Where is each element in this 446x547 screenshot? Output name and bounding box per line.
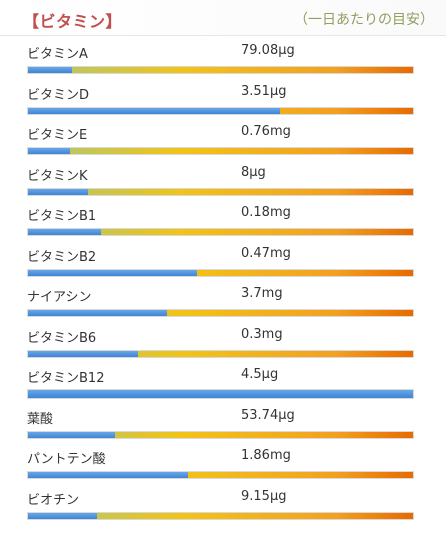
vitamin-row-k: ビタミンK 8μg [0, 160, 446, 201]
vitamin-amount: 8μg [241, 164, 266, 180]
vitamin-amount: 1.86mg [241, 448, 291, 463]
vitamin-amount: 0.3mg [241, 326, 283, 342]
intake-bar [27, 309, 414, 317]
vitamin-name: ビオチン [27, 492, 80, 508]
vitamin-name: ナイアシン [27, 290, 92, 305]
vitamin-amount: 4.5μg [241, 367, 279, 382]
intake-bar-fill [28, 350, 138, 357]
intake-bar-fill [28, 229, 102, 235]
vitamin-amount: 0.18mg [241, 205, 291, 220]
vitamin-amount: 9.15μg [241, 488, 287, 504]
vitamin-name: ビタミンA [27, 47, 88, 62]
intake-bar-fill [28, 310, 167, 316]
vitamin-row-b12: ビタミンB12 4.5μg [0, 362, 446, 403]
intake-bar [27, 430, 414, 439]
vitamin-row-folate: 葉酸 53.74μg [0, 403, 446, 444]
vitamin-name: ビタミンE [27, 128, 88, 143]
intake-bar-fill [28, 512, 98, 519]
intake-bar-fill [28, 107, 281, 114]
vitamin-row-a: ビタミンA 79.08μg [0, 38, 446, 79]
panel-header: 【ビタミン】 （一日あたりの目安） [0, 0, 446, 36]
vitamin-name: ビタミンB6 [27, 330, 97, 346]
intake-bar [27, 389, 414, 399]
vitamin-name: ビタミンB1 [27, 209, 97, 224]
intake-bar [27, 106, 414, 115]
intake-bar-fill [28, 148, 71, 154]
vitamin-amount: 0.76mg [241, 124, 291, 139]
intake-bar [27, 268, 414, 277]
vitamin-row-pantothenic: パントテン酸 1.86mg [0, 443, 446, 484]
vitamin-name: パントテン酸 [27, 452, 106, 467]
intake-bar-fill [28, 269, 198, 276]
vitamin-row-d: ビタミンD 3.51μg [0, 79, 446, 120]
intake-bar [27, 349, 414, 358]
intake-bar [27, 66, 414, 74]
intake-bar-fill [28, 188, 88, 195]
vitamin-row-b2: ビタミンB2 0.47mg [0, 241, 446, 282]
vitamin-name: ビタミンB2 [27, 249, 97, 265]
vitamin-amount: 53.74μg [241, 407, 295, 423]
vitamin-amount: 79.08μg [241, 43, 295, 58]
intake-bar-fill [28, 390, 413, 398]
vitamin-amount: 0.47mg [241, 245, 291, 261]
intake-bar-fill [28, 431, 115, 438]
section-title: 【ビタミン】 [23, 12, 123, 31]
vitamin-name: ビタミンD [27, 87, 90, 103]
intake-bar-fill [28, 472, 188, 478]
intake-bar [27, 511, 414, 520]
vitamin-row-biotin: ビオチン 9.15μg [0, 484, 446, 525]
vitamin-name: ビタミンB12 [27, 371, 105, 386]
section-subtitle: （一日あたりの目安） [294, 12, 434, 28]
vitamin-row-b1: ビタミンB1 0.18mg [0, 200, 446, 241]
intake-bar [27, 147, 414, 155]
intake-bar [27, 228, 414, 236]
intake-bar-fill [28, 67, 73, 73]
vitamin-amount: 3.51μg [241, 83, 287, 99]
vitamin-amount: 3.7mg [241, 286, 283, 301]
vitamin-row-b6: ビタミンB6 0.3mg [0, 322, 446, 363]
vitamin-row-niacin: ナイアシン 3.7mg [0, 281, 446, 322]
intake-bar [27, 471, 414, 479]
vitamin-name: 葉酸 [27, 411, 54, 427]
vitamin-list: ビタミンA 79.08μg ビタミンD 3.51μg ビタミンE 0.76mg … [0, 38, 446, 524]
vitamin-row-e: ビタミンE 0.76mg [0, 119, 446, 160]
intake-bar [27, 187, 414, 196]
vitamin-name: ビタミンK [27, 168, 88, 184]
